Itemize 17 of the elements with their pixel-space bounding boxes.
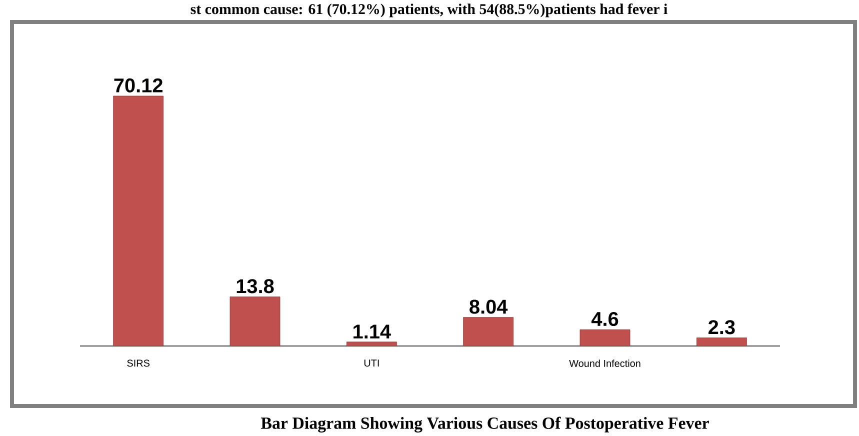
data-label: 13.8 [236, 279, 274, 294]
text: st common cause: 61 (70.12%) patients, with 54(88.5%)patients had fever i [190, 4, 668, 18]
bar [230, 296, 280, 346]
text: Bar Diagram Showing Various Causes Of Postoperative Fever [260, 416, 709, 432]
x-tick-label: Wound Infection [569, 360, 640, 367]
x-tick-label: UTI [364, 360, 379, 367]
bar [463, 317, 514, 346]
bar [113, 96, 164, 346]
data-label: 2.3 [708, 320, 735, 334]
data-label: 1.14 [354, 324, 391, 338]
data-label: 8.04 [470, 300, 508, 314]
bar [696, 338, 747, 346]
data-label: 4.6 [591, 312, 618, 326]
bar [580, 329, 630, 346]
x-tick-label: SIRS [127, 360, 150, 367]
data-label: 70.12 [114, 78, 162, 92]
bar [346, 342, 397, 346]
